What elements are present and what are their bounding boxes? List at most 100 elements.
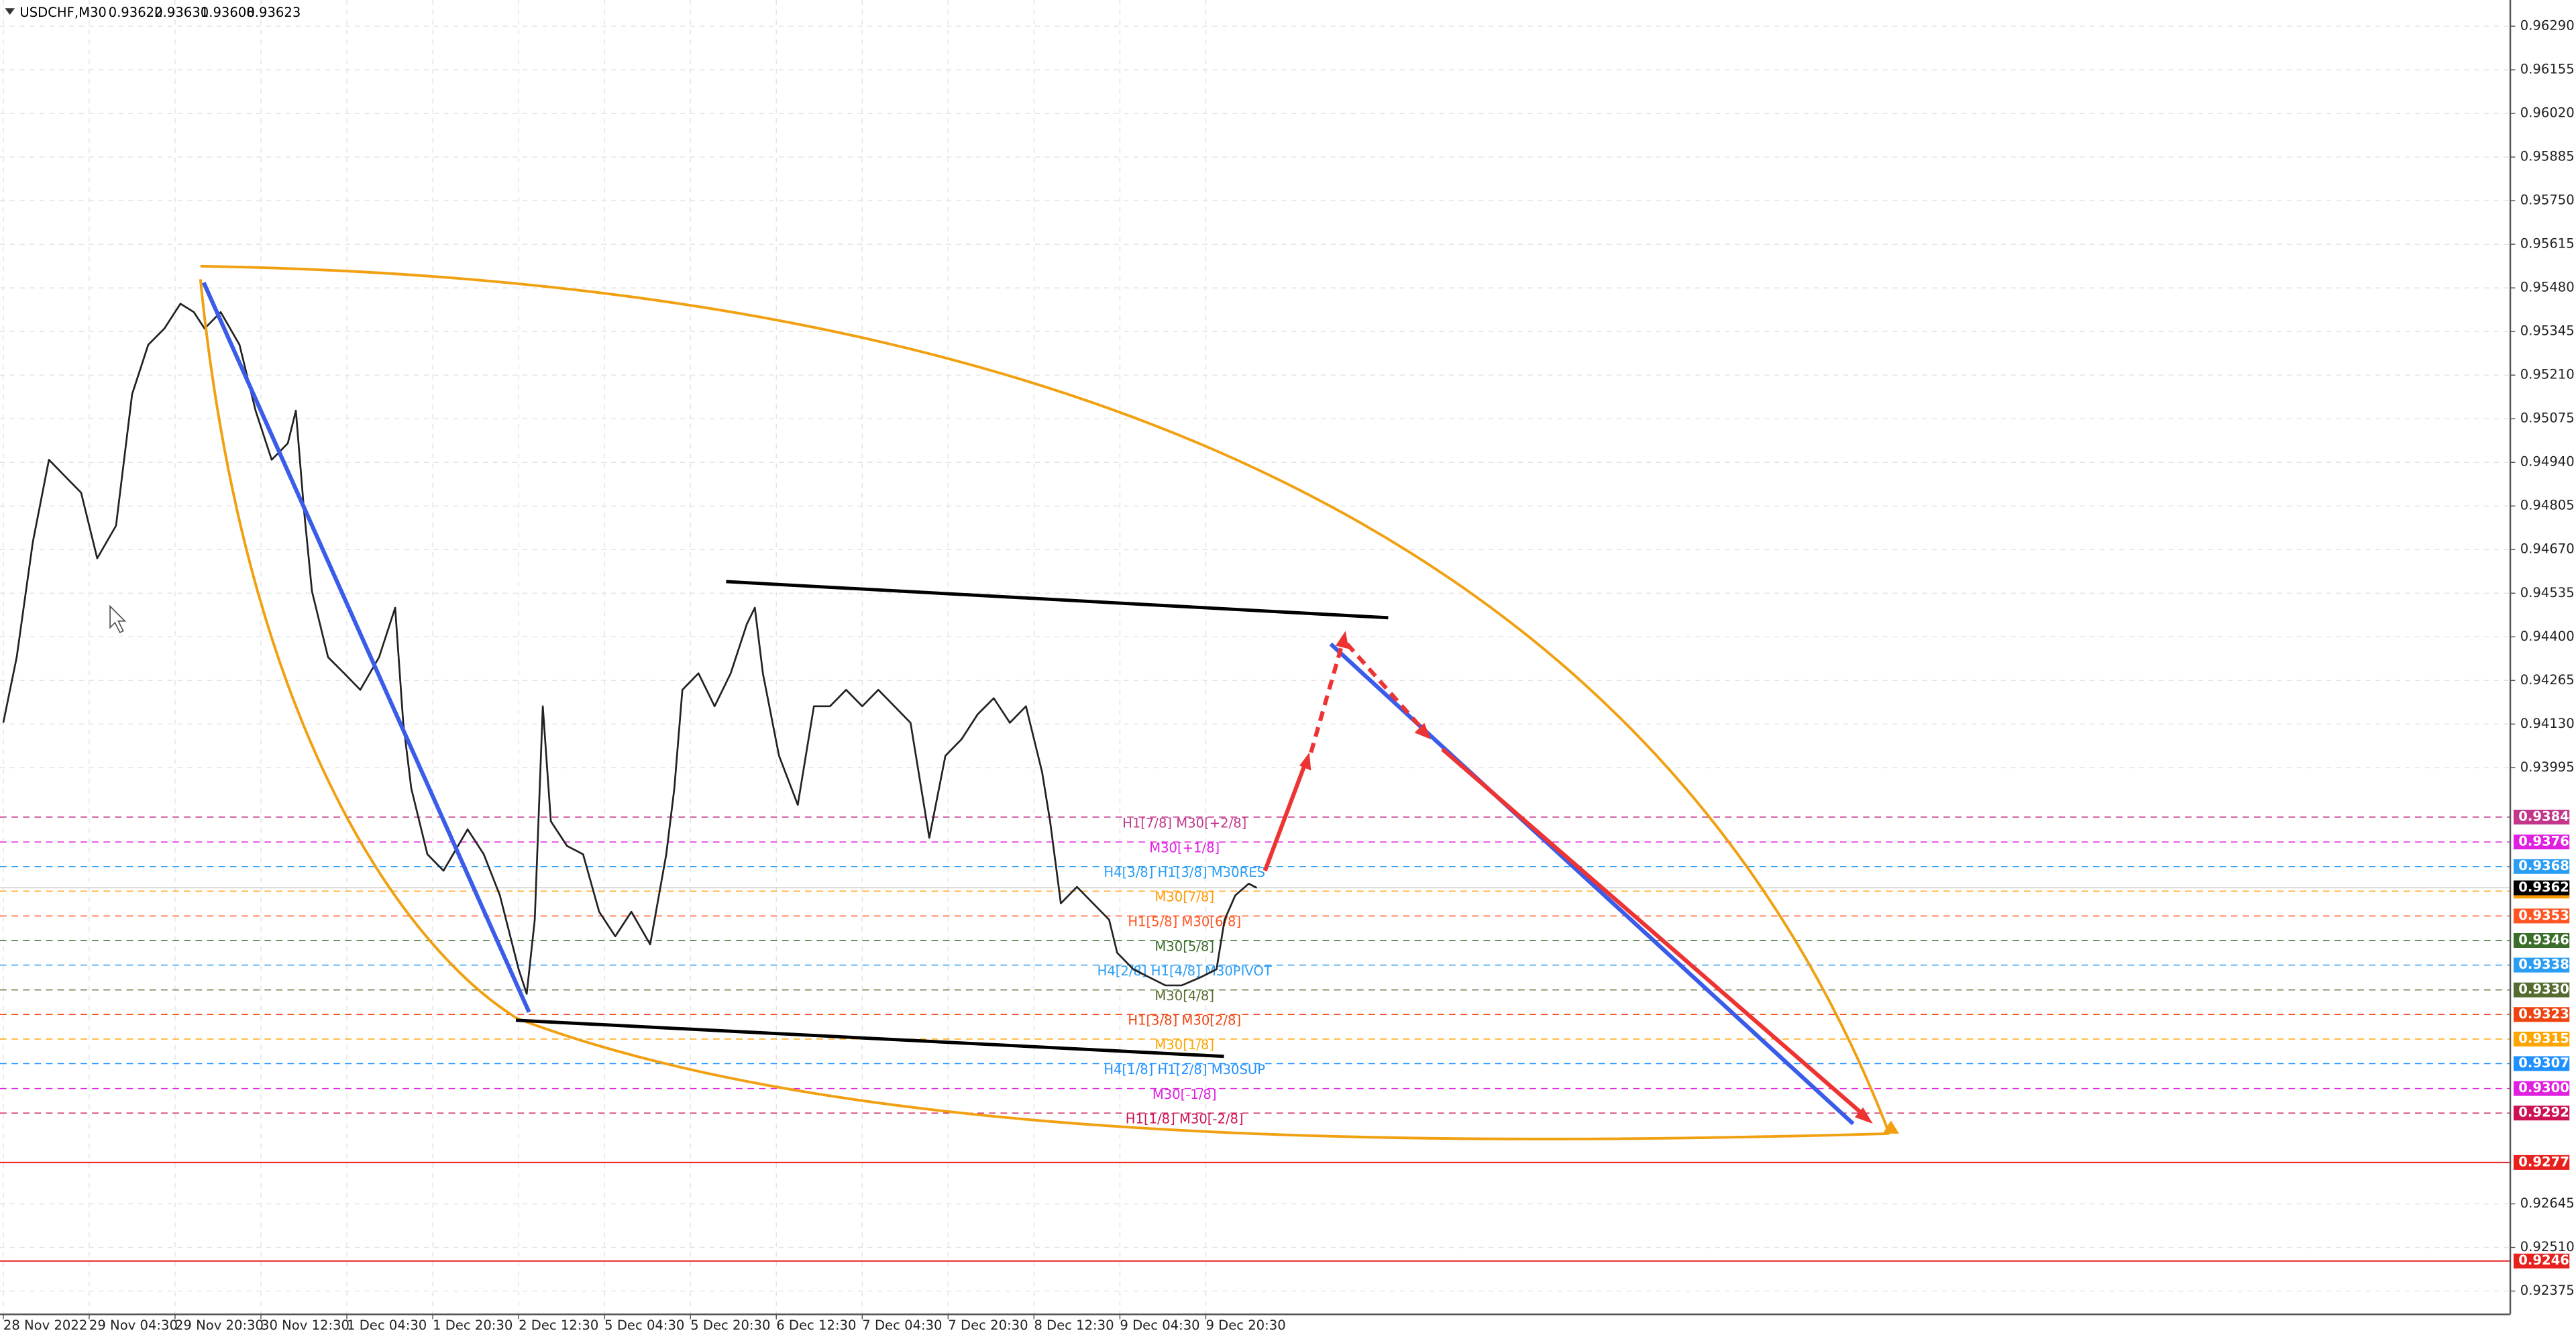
price-tick-label: 0.96290 (2520, 18, 2575, 34)
price-tick-label: 0.94805 (2520, 498, 2575, 513)
ohlc-value: 0.93623 (246, 5, 301, 20)
price-box-label: 0.92468 (2518, 1252, 2576, 1268)
orange-arc (199, 279, 1890, 1140)
trend-line (201, 282, 531, 1013)
price-line (2, 303, 1258, 995)
price-box-label: 0.93155 (2518, 1030, 2576, 1046)
price-box (2513, 1031, 2570, 1047)
level-label: M30[+1/8] (1149, 840, 1220, 855)
price-tick-label: 0.96020 (2520, 105, 2575, 121)
arrow-head (1854, 1107, 1873, 1124)
levels: H1[7/8] M30[+2/8] M30[+1/8] H4[3/8] H1[3/8… (0, 815, 2511, 1262)
price-box (2513, 1155, 2570, 1170)
price-box-label: 0.93689 (2518, 858, 2576, 873)
level-label: H1[1/8] M30[-2/8] (1126, 1111, 1244, 1126)
arrow-head (1299, 752, 1311, 771)
level-label: H4[1/8] H1[2/8] M30SUP (1104, 1062, 1265, 1077)
price-tick-label: 0.94535 (2520, 585, 2575, 600)
price-box (2513, 982, 2570, 998)
time-tick-label: 29 Nov 20:30 (175, 1318, 264, 1333)
price-tick-label: 0.95615 (2520, 236, 2575, 252)
time-tick-label: 8 Dec 12:30 (1034, 1318, 1114, 1333)
time-tick-label: 7 Dec 20:30 (948, 1318, 1028, 1333)
time-tick-label: 5 Dec 04:30 (604, 1318, 684, 1333)
level-label: M30[1/8] (1155, 1037, 1214, 1053)
price-box-label: 0.93079 (2518, 1055, 2576, 1071)
price-box (2513, 1106, 2570, 1121)
price-tick-label: 0.95750 (2520, 193, 2575, 208)
ohlc-value: 0.93608 (201, 5, 255, 20)
level-label: M30[-1/8] (1152, 1087, 1217, 1102)
price-box (2513, 1056, 2570, 1071)
price-box-label: 0.93842 (2518, 809, 2576, 824)
price-box-label: 0.92773 (2518, 1154, 2576, 1169)
time-tick-label: 2 Dec 12:30 (519, 1318, 598, 1333)
price-box-label: 0.93536 (2518, 908, 2576, 923)
price-tick-label: 0.94400 (2520, 629, 2575, 644)
price-box (2513, 835, 2570, 850)
price-tick-label: 0.94130 (2520, 716, 2575, 731)
price-box (2513, 810, 2570, 825)
arc-end (1882, 1120, 1900, 1134)
price-box (2513, 932, 2570, 949)
header: USDCHF,M30 0.93622 0.93631 0.93608 0.936… (5, 5, 301, 20)
price-box-label: 0.93460 (2518, 932, 2576, 948)
level-label: H4[3/8] H1[3/8] M30RES (1104, 865, 1265, 880)
level-label: M30[5/8] (1155, 939, 1214, 954)
time-tick-label: 1 Dec 04:30 (347, 1318, 427, 1333)
price-box-label: 0.93384 (2518, 957, 2576, 972)
price-box-label: 0.92926 (2518, 1105, 2576, 1120)
projection-arrow (1309, 643, 1344, 753)
price-box-label: 0.93002 (2518, 1080, 2576, 1095)
time-tick-label: 9 Dec 04:30 (1120, 1318, 1199, 1333)
level-label: M30[4/8] (1155, 988, 1214, 1004)
level-label: H1[5/8] M30[6/8] (1128, 914, 1241, 930)
projection-arrow (1345, 643, 1425, 731)
orange-arc (200, 264, 1891, 1134)
time-tick-label: 6 Dec 12:30 (776, 1318, 856, 1333)
ohlc-value: 0.93631 (154, 5, 209, 20)
price-box-label: 0.93623 (2518, 879, 2576, 895)
menu-arrow (5, 8, 15, 15)
grid (0, 0, 2511, 1315)
price-tick-label: 0.92375 (2520, 1283, 2575, 1298)
resistance-line (726, 580, 1389, 620)
projection-arrow (1441, 747, 1868, 1119)
price-tick-label: 0.95885 (2520, 149, 2575, 164)
drawings (199, 264, 1900, 1140)
projection-arrow (1263, 765, 1307, 872)
level-label: M30[7/8] (1155, 890, 1214, 905)
arrow-head (1336, 631, 1349, 649)
arrow-head (1414, 722, 1432, 740)
price-box (2513, 859, 2570, 874)
price-tick-label: 0.93995 (2520, 759, 2575, 775)
symbol: USDCHF,M30 (19, 5, 107, 20)
level-label: H1[3/8] M30[2/8] (1128, 1013, 1241, 1028)
time-tick-label: 29 Nov 04:30 (89, 1318, 178, 1333)
price-tick-label: 0.96155 (2520, 62, 2575, 77)
time-tick-label: 30 Nov 12:30 (261, 1318, 350, 1333)
price-box (2513, 1007, 2570, 1022)
price-tick-label: 0.95480 (2520, 280, 2575, 295)
price-box-label: 0.93765 (2518, 834, 2576, 849)
price-box (2513, 908, 2570, 924)
price-box (2513, 880, 2570, 896)
time-tick-label: 9 Dec 20:30 (1205, 1318, 1285, 1333)
ohlc-value: 0.93622 (109, 5, 163, 20)
price-tick-label: 0.95345 (2520, 323, 2575, 339)
level-label: H1[7/8] M30[+2/8] (1122, 815, 1246, 831)
price-layer (2, 303, 1258, 995)
time-tick-label: 7 Dec 04:30 (862, 1318, 942, 1333)
mouse-cursor (109, 604, 127, 634)
price-tick-label: 0.92510 (2520, 1239, 2575, 1254)
price-tick-label: 0.94940 (2520, 454, 2575, 470)
time-tick-label: 5 Dec 20:30 (690, 1318, 770, 1333)
level-label: H4[2/8] H1[4/8] M30PIVOT (1097, 963, 1273, 979)
price-tick-label: 0.94265 (2520, 672, 2575, 688)
price-box-label: 0.93231 (2518, 1006, 2576, 1022)
price-box (2513, 957, 2570, 973)
